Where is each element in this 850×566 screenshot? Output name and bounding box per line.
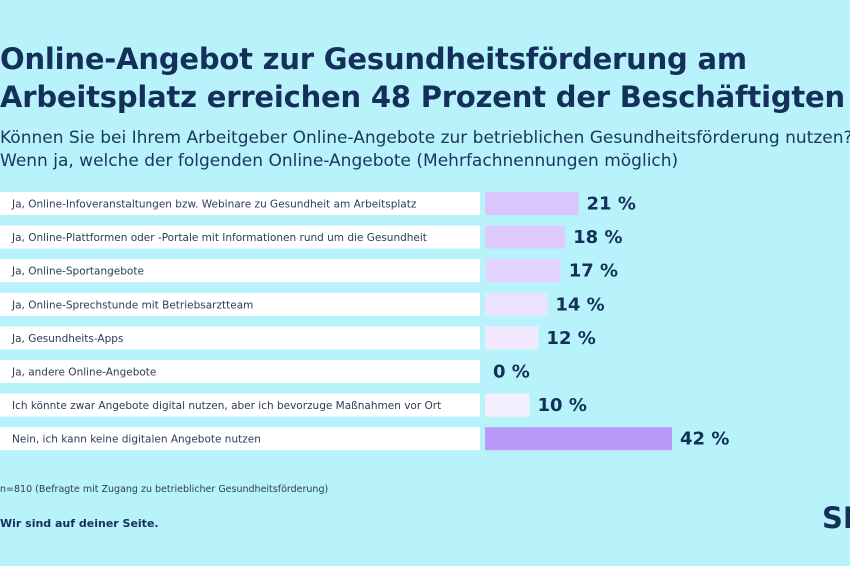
value-label: 0 % xyxy=(493,362,530,383)
category-label-box xyxy=(0,427,480,451)
value-label: 14 % xyxy=(555,294,604,315)
category-label-box xyxy=(0,192,480,215)
brand-logo: SBK xyxy=(822,498,850,538)
value-label: 17 % xyxy=(569,261,618,282)
brand-logo-text: SBK xyxy=(822,501,850,535)
category-label: Ja, Online-Infoveranstaltungen bzw. Webi… xyxy=(11,199,417,211)
category-label: Ja, Online-Sprechstunde mit Betriebsarzt… xyxy=(11,299,253,311)
bar xyxy=(485,225,566,249)
value-label: 18 % xyxy=(573,227,622,248)
sample-size-footnote: n=810 (Befragte mit Zugang zu betrieblic… xyxy=(0,484,329,495)
chart-title-line-2: Arbeitsplatz erreichen 48 Prozent der Be… xyxy=(0,80,845,114)
value-label: 21 % xyxy=(587,194,636,215)
value-label: 12 % xyxy=(546,328,595,349)
bar xyxy=(485,192,579,215)
category-label: Nein, ich kann keine digitalen Angebote … xyxy=(12,434,261,446)
value-label: 10 % xyxy=(538,395,587,416)
chart-title-line-1: Online-Angebot zur Gesundheitsförderung … xyxy=(0,42,747,76)
category-label: Ja, Online-Sportangebote xyxy=(11,266,144,278)
category-label-box xyxy=(0,326,480,350)
chart-subtitle: Können Sie bei Ihrem Arbeitgeber Online-… xyxy=(0,127,850,173)
bar xyxy=(485,292,548,316)
category-label-box xyxy=(0,225,480,249)
chart-subtitle-line-2: Wenn ja, welche der folgenden Online-Ang… xyxy=(0,151,679,171)
bar xyxy=(485,393,530,417)
category-label-box xyxy=(0,259,480,283)
chart-subtitle-line-1: Können Sie bei Ihrem Arbeitgeber Online-… xyxy=(0,128,850,148)
value-label: 42 % xyxy=(680,429,729,450)
category-label: Ja, Gesundheits-Apps xyxy=(11,333,123,345)
category-label: Ich könnte zwar Angebote digital nutzen,… xyxy=(12,400,441,412)
bar xyxy=(485,427,672,451)
chart-title: Online-Angebot zur Gesundheitsförderung … xyxy=(0,40,850,116)
brand-logo-graphic: SBK xyxy=(822,501,850,535)
category-label-box xyxy=(0,292,480,316)
brand-slogan: Wir sind auf deiner Seite. xyxy=(0,517,159,530)
category-label-box xyxy=(0,360,480,383)
bar xyxy=(485,326,539,350)
bar xyxy=(485,259,561,283)
category-label-box xyxy=(0,393,480,417)
category-label: Ja, andere Online-Angebote xyxy=(11,367,156,379)
bar-chart: Ja, Online-Infoveranstaltungen bzw. Webi… xyxy=(0,192,729,451)
category-label: Ja, Online-Plattformen oder -Portale mit… xyxy=(11,232,427,244)
